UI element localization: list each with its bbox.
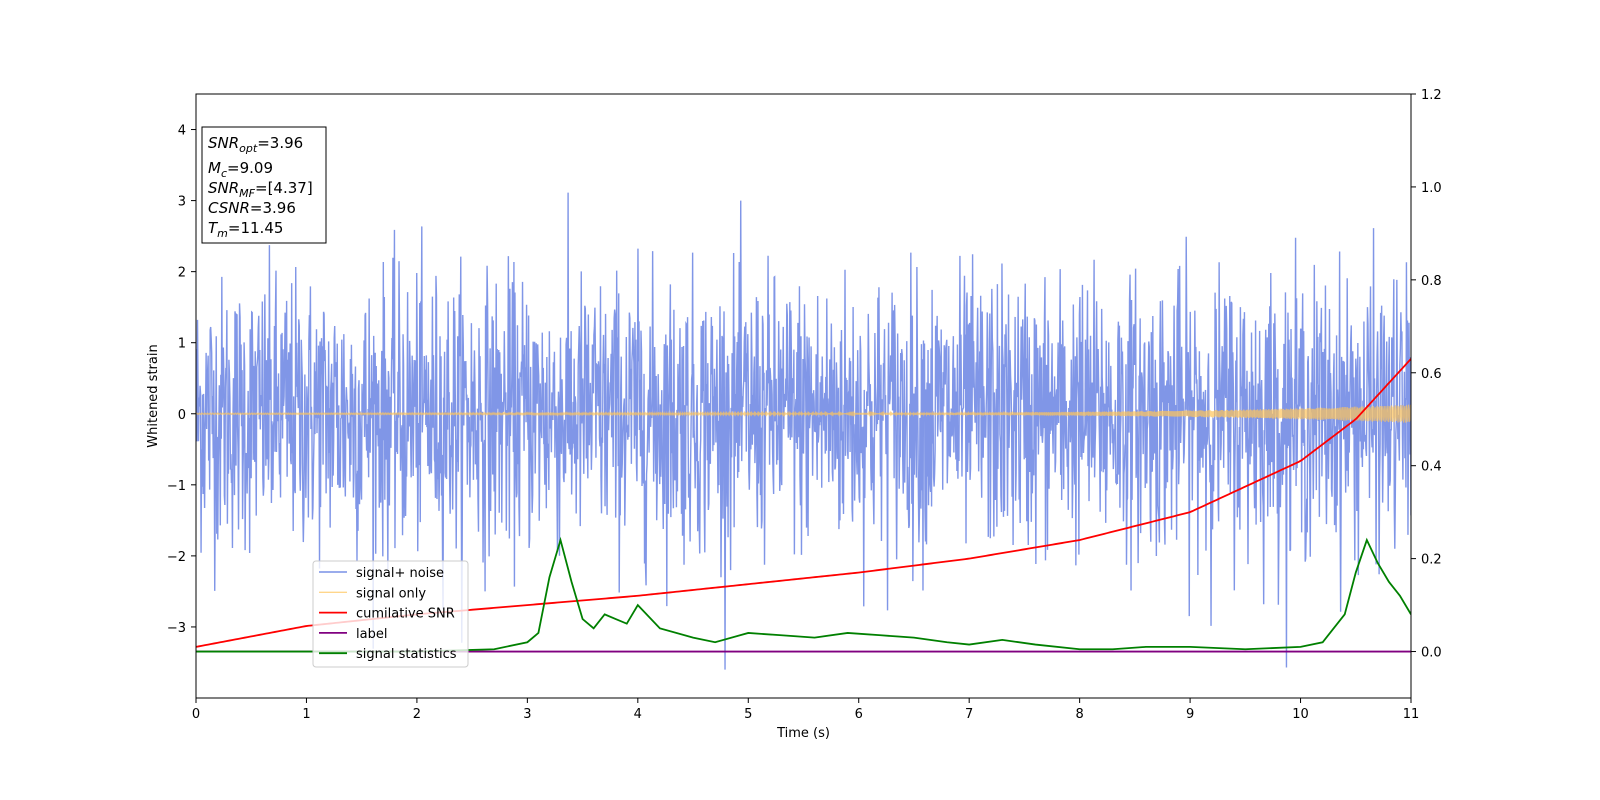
y-tick-label: −3: [167, 621, 186, 636]
legend-label: signal+ noise: [356, 566, 444, 581]
legend-item: signal only: [319, 586, 426, 601]
x-tick-label: 6: [855, 707, 863, 722]
series-signal-noise-line: [196, 192, 1411, 670]
y-tick-label: 4: [178, 124, 186, 139]
legend: signal+ noise signal only cumilative SNR la…: [312, 560, 469, 668]
x-tick-label: 0: [192, 707, 200, 722]
series-signal-only-line: [196, 404, 1411, 423]
y-axis-left: −3 −2 −1 0 1 2 3 4: [167, 124, 196, 636]
y-tick-label: 2: [178, 266, 186, 281]
annotation-tm: Tm=11.45: [208, 219, 283, 240]
y-axis-right: 0.0 0.2 0.4 0.6 0.8 1.0 1.2: [1411, 88, 1442, 661]
x-axis: 0 1 2 3 4 5 6 7 8 9 10 11: [192, 698, 1419, 722]
x-axis-label: Time (s): [776, 726, 830, 741]
y2-tick-label: 0.0: [1421, 646, 1442, 661]
series-signal-statistics-line: [196, 536, 1411, 653]
annotation-box: SNRopt=3.96 Mc=9.09 SNRMF=[4.37] CSNR=3.…: [201, 126, 327, 244]
y2-tick-label: 1.0: [1421, 181, 1442, 196]
x-tick-label: 4: [634, 707, 642, 722]
legend-label: signal only: [356, 586, 426, 601]
x-tick-label: 10: [1292, 707, 1309, 722]
annotation-snr-opt: SNRopt=3.96: [208, 134, 303, 155]
y2-tick-label: 0.6: [1421, 367, 1442, 382]
x-tick-label: 3: [523, 707, 531, 722]
y2-tick-label: 1.2: [1421, 88, 1442, 103]
legend-item: signal statistics: [319, 647, 457, 662]
y-tick-label: −1: [167, 479, 186, 494]
legend-item: signal+ noise: [319, 566, 444, 581]
x-tick-label: 2: [413, 707, 421, 722]
x-tick-label: 9: [1186, 707, 1194, 722]
y2-tick-label: 0.2: [1421, 553, 1442, 568]
annotation-snr-mf: SNRMF=[4.37]: [208, 179, 313, 200]
legend-item: cumilative SNR: [319, 607, 455, 622]
y-tick-label: 3: [178, 195, 186, 210]
y-axis-label: Whitened strain: [146, 344, 161, 447]
y-tick-label: −2: [167, 550, 186, 565]
x-tick-label: 1: [302, 707, 310, 722]
y2-tick-label: 0.4: [1421, 460, 1442, 475]
y-tick-label: 0: [178, 408, 186, 423]
plot-frame: [195, 93, 1412, 699]
legend-label: signal statistics: [356, 647, 457, 662]
x-tick-label: 7: [965, 707, 973, 722]
legend-frame: [312, 560, 469, 668]
x-tick-label: 5: [744, 707, 752, 722]
y-tick-label: 1: [178, 337, 186, 352]
legend-item: label: [319, 627, 387, 642]
annotation-box-frame: [201, 126, 327, 244]
x-tick-label: 8: [1075, 707, 1083, 722]
legend-label: label: [356, 627, 387, 642]
annotation-csnr: CSNR=3.96: [208, 199, 296, 217]
annotation-mc: Mc=9.09: [208, 159, 273, 180]
y2-tick-label: 0.8: [1421, 274, 1442, 289]
x-tick-label: 11: [1403, 707, 1420, 722]
legend-label: cumilative SNR: [356, 607, 455, 622]
